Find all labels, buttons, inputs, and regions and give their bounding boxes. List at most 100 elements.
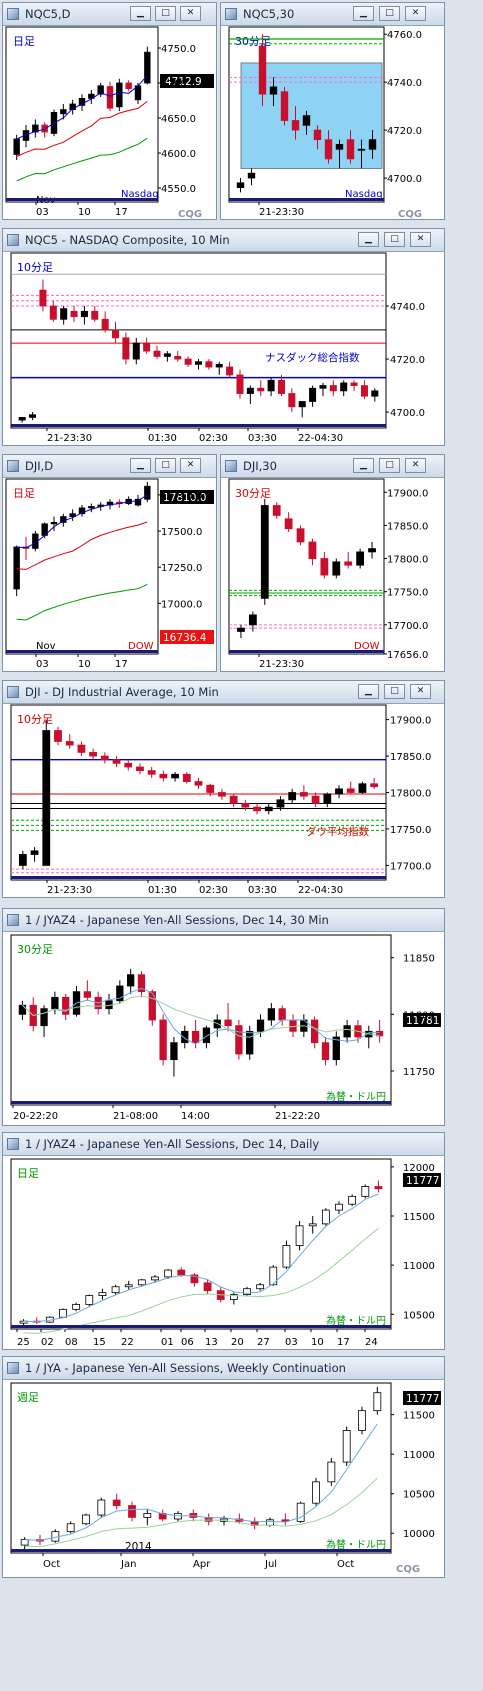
title-bar[interactable]: DJI,D ▁ □ ✕ (3, 455, 216, 478)
window-title: DJI,D (25, 459, 54, 473)
moving-average-line (16, 494, 148, 549)
title-bar[interactable]: 1 / JYAZ4 - Japanese Yen-All Sessions, D… (3, 1133, 444, 1156)
candle-body (194, 781, 203, 786)
title-bar[interactable]: DJI - DJ Industrial Average, 10 Min ▁ □ … (3, 681, 444, 704)
candle-body (30, 850, 39, 855)
candle (13, 134, 20, 160)
y-tick-label: 11850 (403, 954, 435, 965)
instrument-label: ダウ平均指数 (306, 825, 369, 838)
candle (18, 416, 26, 423)
maximize-button[interactable]: □ (155, 6, 176, 21)
moving-average-line (22, 987, 380, 1045)
timeframe-label: 週足 (17, 1391, 39, 1404)
title-bar[interactable]: 1 / JYAZ4 - Japanese Yen-All Sessions, D… (3, 909, 444, 932)
x-tick-label: 01 (161, 1337, 174, 1348)
close-button[interactable]: ✕ (405, 6, 426, 21)
chart-plot[interactable]: 30分足 DOW 17900.0 17850.0 17800.0 17750.0 177… (221, 477, 444, 671)
candle (348, 1194, 357, 1207)
minimize-button[interactable]: ▁ (130, 458, 151, 473)
y-tick-label: 10000 (403, 1529, 435, 1540)
candle-body (361, 1186, 370, 1197)
candle (256, 1282, 265, 1291)
candle-body (184, 358, 192, 365)
candle (78, 505, 86, 517)
candle-body (257, 387, 265, 392)
close-button[interactable]: ✕ (410, 232, 431, 247)
maximize-button[interactable]: □ (155, 458, 176, 473)
minimize-button[interactable]: ▁ (130, 6, 151, 21)
candle (80, 306, 88, 325)
candle-body (360, 385, 368, 397)
candle (148, 989, 156, 1026)
candle-body (308, 541, 317, 559)
y-tick-label: 17656.0 (387, 650, 428, 661)
candle (101, 311, 109, 333)
candle (329, 380, 337, 397)
candle (170, 1037, 178, 1077)
candle-body (191, 1030, 200, 1044)
timeframe-label: 10分足 (17, 261, 53, 274)
candle (97, 1497, 106, 1518)
maximize-button[interactable]: □ (384, 684, 405, 699)
candle-body (112, 759, 121, 764)
minimize-button[interactable]: ▁ (353, 458, 374, 473)
candle-body (342, 1430, 351, 1463)
close-button[interactable]: ✕ (180, 6, 201, 21)
candle-body (375, 1030, 384, 1037)
window-icon (7, 914, 19, 926)
y-tick-label: 11750 (403, 1067, 435, 1078)
chart-plot[interactable]: 30分足 為替・ドル円 11781 11850 11800 11750 20-22:2… (3, 931, 444, 1125)
moving-average-line (24, 1477, 378, 1548)
title-bar[interactable]: NQC5,D ▁ □ ✕ (3, 3, 216, 26)
candle (147, 766, 156, 778)
moving-average-line (23, 1193, 379, 1323)
candle (111, 1284, 120, 1295)
candle-body (127, 974, 135, 987)
chart-window-jpy-daily: 1 / JYAZ4 - Japanese Yen-All Sessions, D… (2, 1132, 445, 1350)
cqg-logo: CQG (396, 1564, 420, 1575)
maximize-button[interactable]: □ (379, 6, 400, 21)
candle (39, 279, 47, 312)
chart-plot[interactable]: 10分足 ナスダック総合指数 4740.0 4720.0 4700.0 21-23:3… (3, 251, 444, 445)
x-tick-label: Oct (337, 1559, 354, 1570)
minimize-button[interactable]: ▁ (358, 684, 379, 699)
x-tick-label: 15 (93, 1337, 106, 1348)
close-button[interactable]: ✕ (410, 684, 431, 699)
candle (60, 104, 67, 120)
chart-plot[interactable]: 10分足 ダウ平均指数 17900.0 17850.0 17800.0 17750.0… (3, 703, 444, 897)
chart-plot[interactable]: 週足 為替・ドル円 2014 11777 1150011000105001000… (3, 1379, 444, 1577)
maximize-button[interactable]: □ (384, 232, 405, 247)
chart-plot[interactable]: 30分足 Nasdaq 4760.04740.04720.04700.021-2… (221, 25, 444, 219)
candle (18, 850, 27, 870)
window-icon (7, 8, 19, 20)
x-tick-label: 22-04:30 (298, 433, 343, 444)
candle (373, 1386, 382, 1415)
candle-body (346, 139, 355, 160)
y-tick-label: 4720.0 (390, 355, 425, 366)
chart-plot[interactable]: 日足 DOW Nov 17810.0 16736.4 17750.0 17500.… (3, 477, 216, 671)
minimize-button[interactable]: ▁ (353, 6, 374, 21)
candle (246, 1025, 254, 1060)
candle-body (97, 85, 104, 95)
title-bar[interactable]: DJI,30 ▁ □ ✕ (221, 455, 444, 478)
candle-body (19, 1320, 28, 1324)
candle-body (226, 366, 234, 376)
close-button[interactable]: ✕ (405, 458, 426, 473)
title-bar[interactable]: NQC5 - NASDAQ Composite, 10 Min ▁ □ ✕ (3, 229, 444, 252)
title-bar[interactable]: 1 / JYA - Japanese Yen-All Sessions, Wee… (3, 1357, 444, 1380)
chart-plot[interactable]: 日足 為替・ドル円 11777 12000 11500 11000 10500 25 02… (3, 1155, 444, 1349)
candle-body (69, 513, 76, 518)
chart-plot[interactable]: 日足 Nasdaq Nov 4712.9 4750.04700.04650.04… (3, 25, 216, 219)
candle-body (343, 1025, 351, 1038)
x-tick-label: 25 (17, 1337, 30, 1348)
candle (257, 380, 265, 397)
title-bar[interactable]: NQC5,30 ▁ □ ✕ (221, 3, 444, 26)
candle-body (88, 506, 95, 509)
y-tick-label: 17750.0 (387, 588, 428, 599)
maximize-button[interactable]: □ (379, 458, 400, 473)
timeline-strip (11, 1101, 391, 1104)
candle (54, 726, 62, 746)
candle-body (124, 762, 133, 768)
minimize-button[interactable]: ▁ (358, 232, 379, 247)
close-button[interactable]: ✕ (180, 458, 201, 473)
